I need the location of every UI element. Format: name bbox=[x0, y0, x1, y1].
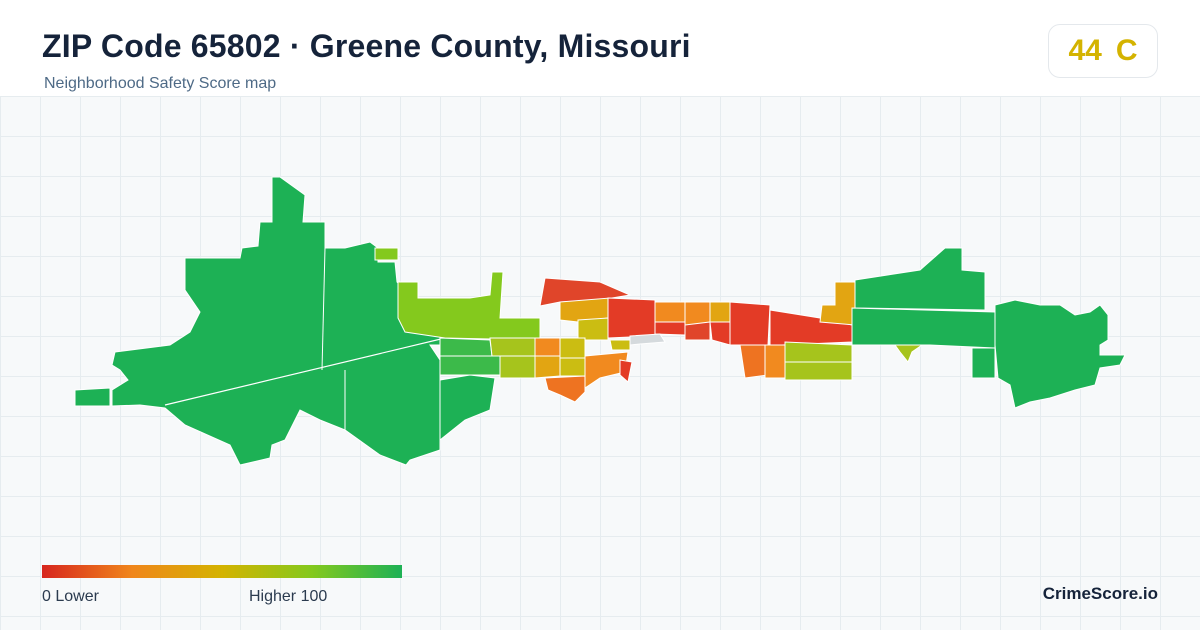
map-region[interactable] bbox=[819, 281, 856, 326]
map-region[interactable] bbox=[619, 359, 633, 383]
map-region[interactable] bbox=[654, 301, 686, 323]
map-region[interactable] bbox=[971, 347, 996, 379]
map-region[interactable] bbox=[607, 297, 656, 339]
map-region[interactable] bbox=[654, 321, 686, 336]
page-subtitle: Neighborhood Safety Score map bbox=[44, 75, 277, 92]
map-region[interactable] bbox=[577, 317, 609, 341]
map-region[interactable] bbox=[439, 337, 493, 357]
map-region[interactable] bbox=[559, 337, 586, 359]
legend-max-label: Higher 100 bbox=[249, 588, 328, 605]
map-region[interactable] bbox=[74, 387, 111, 407]
page-title: ZIP Code 65802 · Greene County, Missouri bbox=[42, 28, 691, 64]
score-grade: C bbox=[1115, 34, 1138, 67]
header: ZIP Code 65802 · Greene County, Missouri… bbox=[0, 0, 1200, 97]
map-region[interactable] bbox=[559, 357, 586, 377]
zip-map[interactable] bbox=[0, 96, 1200, 630]
map-region[interactable] bbox=[609, 339, 631, 351]
map-region[interactable] bbox=[489, 337, 536, 357]
legend-min-label: 0 Lower bbox=[42, 588, 99, 605]
score-value: 44 bbox=[1068, 34, 1102, 67]
map-region[interactable] bbox=[709, 321, 731, 346]
map-region[interactable] bbox=[544, 375, 586, 403]
map-region[interactable] bbox=[851, 307, 996, 349]
score-badge: 44 C bbox=[1048, 24, 1158, 78]
map-region[interactable] bbox=[994, 299, 1126, 409]
map-region[interactable] bbox=[111, 176, 496, 466]
map-region[interactable] bbox=[894, 344, 924, 363]
map-region[interactable] bbox=[374, 247, 399, 261]
map-region[interactable] bbox=[709, 301, 731, 323]
map-region[interactable] bbox=[764, 344, 786, 379]
map-region[interactable] bbox=[684, 301, 711, 326]
brand-name[interactable]: CrimeScore.io bbox=[1042, 584, 1158, 603]
map-region[interactable] bbox=[397, 271, 541, 341]
map-region[interactable] bbox=[629, 333, 666, 346]
map-region[interactable] bbox=[729, 301, 771, 346]
map-region[interactable] bbox=[439, 355, 501, 376]
map-region[interactable] bbox=[684, 321, 711, 341]
map-region[interactable] bbox=[784, 361, 853, 381]
map-region[interactable] bbox=[784, 341, 853, 363]
map-region[interactable] bbox=[534, 355, 561, 379]
legend-color-scale bbox=[42, 565, 402, 578]
map-region[interactable] bbox=[854, 247, 986, 311]
map-region[interactable] bbox=[499, 355, 536, 379]
map-region[interactable] bbox=[534, 337, 561, 357]
map-region[interactable] bbox=[584, 351, 629, 389]
